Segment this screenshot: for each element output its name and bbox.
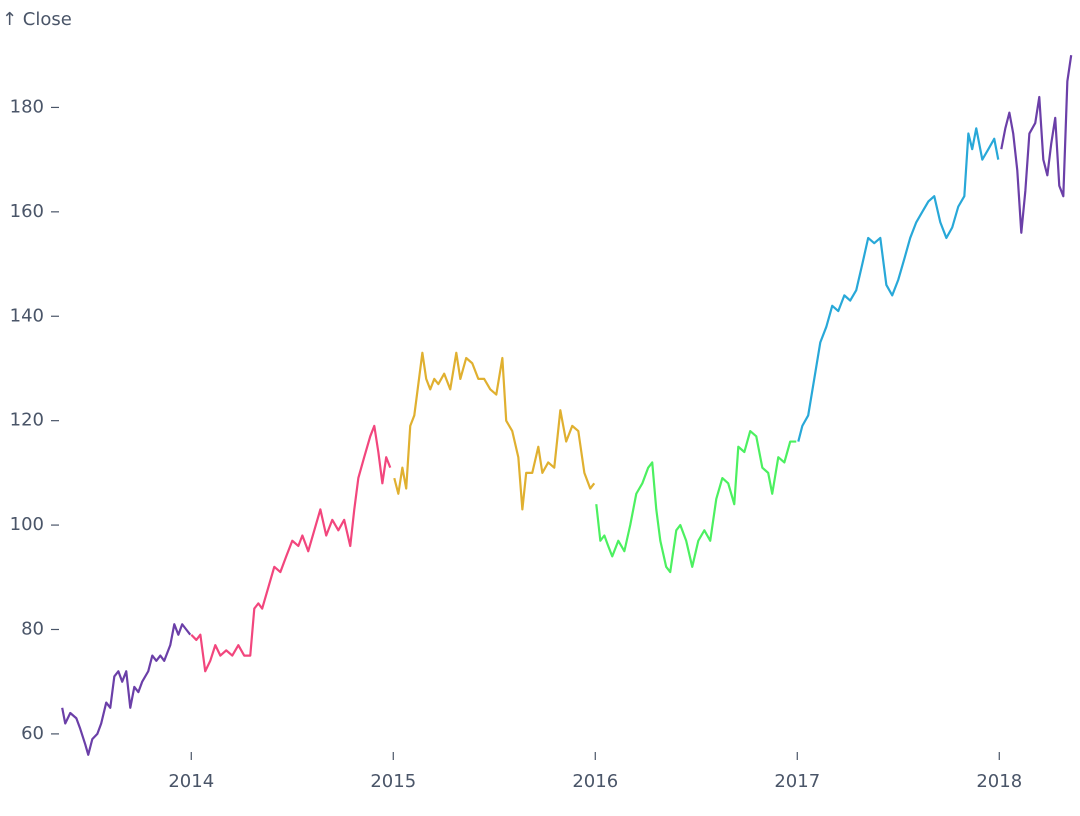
y-tick-label: 180 <box>10 96 44 117</box>
x-tick-label: 2018 <box>976 771 1022 792</box>
price-line <box>1000 55 1073 234</box>
price-line <box>595 430 797 574</box>
y-tick-label: 80 <box>21 618 44 639</box>
x-tick-label: 2014 <box>168 771 214 792</box>
y-tick-label: 60 <box>21 723 44 744</box>
x-tick-label: 2017 <box>774 771 820 792</box>
price-line <box>393 351 596 511</box>
y-tick-label: 120 <box>10 410 44 431</box>
y-axis-label: ↑ Close <box>2 9 72 30</box>
x-tick-label: 2015 <box>370 771 416 792</box>
price-line <box>61 623 192 756</box>
price-line <box>190 424 392 673</box>
x-tick-label: 2016 <box>572 771 618 792</box>
y-tick-label: 100 <box>10 514 44 535</box>
y-tick-label: 140 <box>10 305 44 326</box>
price-line <box>797 127 1000 442</box>
y-tick-label: 160 <box>10 201 44 222</box>
